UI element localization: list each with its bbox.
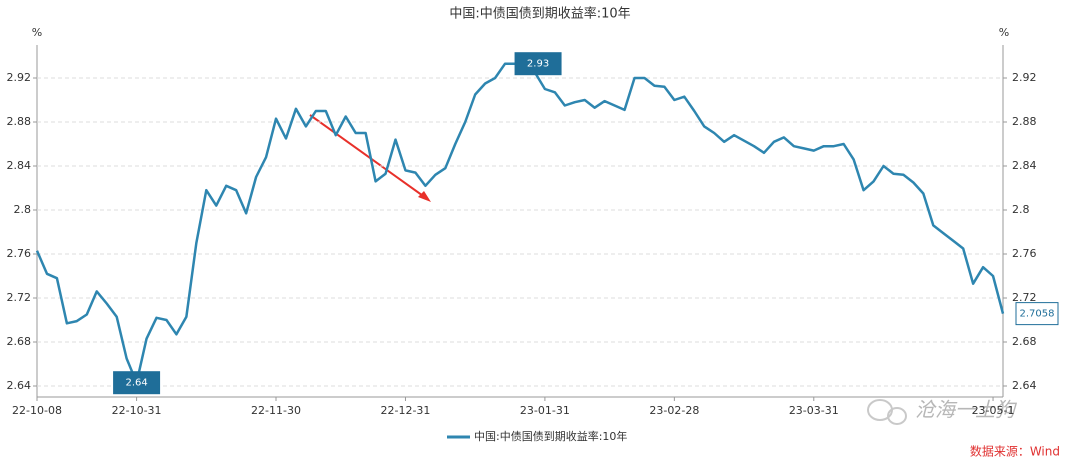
chart-title: 中国:中债国债到期收益率:10年 <box>449 6 630 22</box>
y2-tick-label: 2.64 <box>1012 379 1037 392</box>
y-unit: % <box>32 26 42 39</box>
y-tick-label: 2.8 <box>14 203 32 216</box>
last-label-box <box>1015 302 1059 326</box>
y2-tick-label: 2.68 <box>1012 335 1037 348</box>
x-tick-label: 23-05-1 <box>972 404 1015 417</box>
y-tick-label: 2.84 <box>7 159 32 172</box>
y2-unit: % <box>999 26 1009 39</box>
legend-label: 中国:中债国债到期收益率:10年 <box>474 429 627 443</box>
x-tick-label: 23-01-31 <box>520 404 570 417</box>
y2-tick-label: 2.84 <box>1012 159 1037 172</box>
y-tick-label: 2.68 <box>7 335 32 348</box>
source: 数据来源：Wind <box>970 444 1060 459</box>
y-tick-label: 2.76 <box>7 247 32 260</box>
x-tick-label: 22-10-08 <box>12 404 62 417</box>
min-label: 2.64 <box>125 378 147 389</box>
x-tick-label: 22-12-31 <box>381 404 431 417</box>
y2-tick-label: 2.8 <box>1012 203 1030 216</box>
x-tick-label: 23-02-28 <box>649 404 699 417</box>
max-label: 2.93 <box>527 59 549 70</box>
y2-tick-label: 2.72 <box>1012 291 1037 304</box>
x-tick-label: 23-03-31 <box>789 404 839 417</box>
max-label-box <box>514 52 562 76</box>
line <box>35 62 1005 384</box>
y2-tick-label: 2.76 <box>1012 247 1037 260</box>
y-tick-label: 2.92 <box>7 71 32 84</box>
y2-tick-label: 2.88 <box>1012 115 1037 128</box>
x-tick-label: 22-11-30 <box>251 404 301 417</box>
y-tick-label: 2.88 <box>7 115 32 128</box>
watermark: 沧海一土狗 <box>915 398 1018 422</box>
watermark-icon <box>867 399 907 425</box>
y-tick-label: 2.72 <box>7 291 32 304</box>
arrow-head <box>418 191 431 202</box>
arrow <box>309 114 427 199</box>
y2-tick-label: 2.92 <box>1012 71 1037 84</box>
y-tick-label: 2.64 <box>7 379 32 392</box>
x-tick-label: 22-10-31 <box>112 404 162 417</box>
min-label-box <box>113 371 161 395</box>
last-label: 2.7058 <box>1020 309 1055 320</box>
